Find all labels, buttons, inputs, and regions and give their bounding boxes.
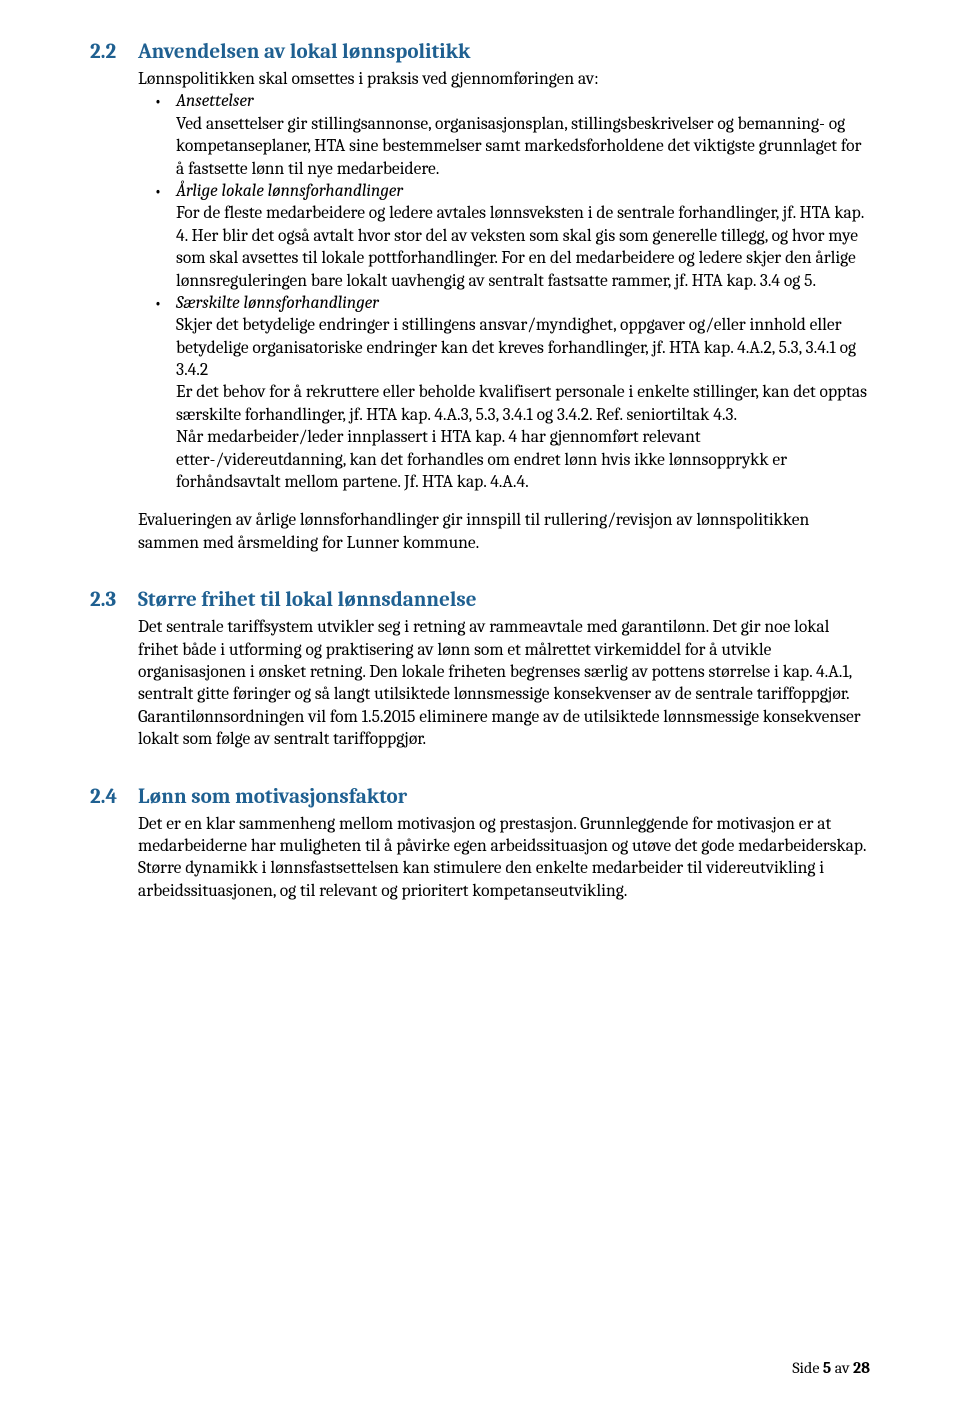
- bullet-body: Når medarbeider/leder innplassert i HTA …: [176, 427, 787, 492]
- bullet-list: Ansettelser Ved ansettelser gir stilling…: [138, 90, 870, 493]
- bullet-body: Skjer det betydelige endringer i stillin…: [176, 315, 856, 380]
- heading-number: 2.3: [90, 588, 138, 612]
- heading-2-2: 2.2 Anvendelsen av lokal lønnspolitikk: [90, 40, 870, 64]
- footer-total: 28: [853, 1359, 870, 1377]
- footer-prefix: Side: [792, 1359, 823, 1377]
- page-footer: Side 5 av 28: [792, 1359, 870, 1377]
- footer-page: 5: [823, 1359, 831, 1377]
- list-item: Ansettelser Ved ansettelser gir stilling…: [138, 90, 870, 180]
- bullet-title: Ansettelser: [176, 91, 254, 111]
- heading-2-3: 2.3 Større frihet til lokal lønnsdannels…: [90, 588, 870, 612]
- bullet-title: Særskilte lønnsforhandlinger: [176, 293, 379, 313]
- bullet-body: Er det behov for å rekruttere eller beho…: [176, 382, 867, 424]
- intro-text: Lønnspolitikken skal omsettes i praksis …: [138, 68, 870, 90]
- heading-number: 2.4: [90, 785, 138, 809]
- section-2-3-body: Det sentrale tariffsystem utvikler seg i…: [138, 616, 870, 750]
- body-text: Det sentrale tariffsystem utvikler seg i…: [138, 616, 870, 750]
- bullet-body: Ved ansettelser gir stillingsannonse, or…: [176, 114, 861, 179]
- list-item: Årlige lokale lønnsforhandlinger For de …: [138, 180, 870, 292]
- bullet-body: For de fleste medarbeidere og ledere avt…: [176, 203, 864, 290]
- list-item: Særskilte lønnsforhandlinger Skjer det b…: [138, 292, 870, 494]
- heading-number: 2.2: [90, 40, 138, 64]
- heading-title: Anvendelsen av lokal lønnspolitikk: [138, 40, 470, 64]
- body-text: Det er en klar sammenheng mellom motivas…: [138, 813, 870, 903]
- page: 2.2 Anvendelsen av lokal lønnspolitikk L…: [0, 0, 960, 1405]
- heading-title: Lønn som motivasjonsfaktor: [138, 785, 407, 809]
- section-2-4-body: Det er en klar sammenheng mellom motivas…: [138, 813, 870, 903]
- heading-2-4: 2.4 Lønn som motivasjonsfaktor: [90, 785, 870, 809]
- footer-of: av: [831, 1359, 853, 1377]
- section-2-2-body: Lønnspolitikken skal omsettes i praksis …: [138, 68, 870, 554]
- closing-text: Evalueringen av årlige lønnsforhandlinge…: [138, 509, 870, 554]
- bullet-title: Årlige lokale lønnsforhandlinger: [176, 181, 403, 201]
- heading-title: Større frihet til lokal lønnsdannelse: [138, 588, 477, 612]
